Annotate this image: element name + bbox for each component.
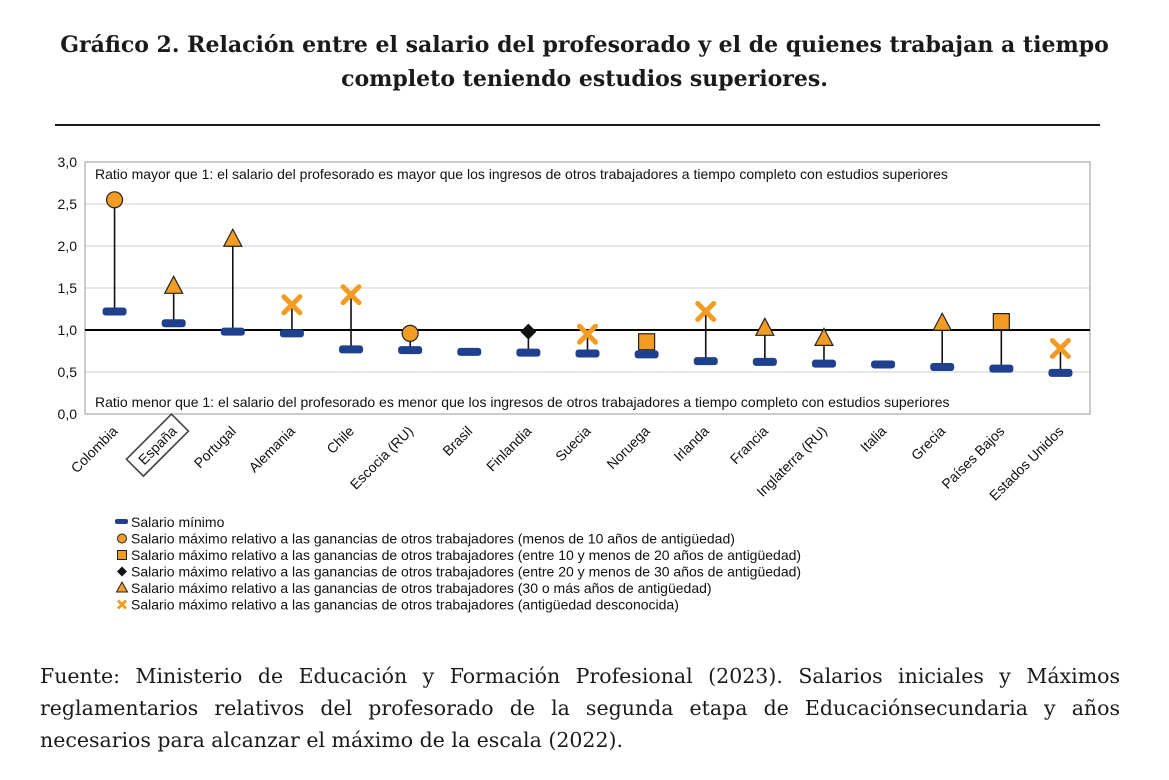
y-tick-label: 0,5 [58, 364, 78, 380]
cross-stroke [281, 294, 303, 316]
min-salary-marker [516, 348, 541, 357]
min-salary-marker [279, 329, 304, 338]
x-tick-label: Francia [727, 423, 771, 467]
cross-stroke [340, 284, 362, 306]
max-salary-marker [222, 227, 243, 247]
legend-marker [115, 519, 128, 524]
min-salary-marker [161, 319, 186, 328]
x-tick-label: Italia [857, 423, 889, 455]
y-tick-label: 0,0 [58, 406, 78, 422]
legend-label: Salario máximo relativo a las ganancias … [131, 564, 801, 580]
max-salary-marker [163, 275, 184, 294]
max-salary-marker [638, 333, 656, 351]
annotation-bottom: Ratio menor que 1: el salario del profes… [95, 394, 949, 410]
min-salary-marker [752, 357, 777, 366]
max-salary-marker [340, 284, 362, 306]
cross-stroke [116, 599, 128, 610]
cross-stroke [1049, 337, 1071, 359]
min-salary-marker [102, 307, 127, 316]
min-salary-marker [575, 349, 600, 358]
min-salary-marker [693, 357, 718, 366]
cross-stroke [695, 301, 717, 323]
max-salary-marker [1049, 337, 1071, 359]
legend-label: Salario máximo relativo a las ganancias … [131, 531, 735, 547]
min-salary-marker [220, 327, 245, 336]
min-salary-marker [457, 347, 482, 356]
x-tick-label: Grecia [908, 423, 949, 464]
x-tick-label: Irlanda [670, 423, 712, 465]
y-tick-label: 1,5 [58, 280, 78, 296]
x-tick-label: Brasil [439, 423, 475, 459]
x-tick-label: Alemania [245, 423, 298, 476]
min-salary-marker [634, 350, 659, 359]
max-salary-marker [932, 311, 953, 331]
title-divider [55, 124, 1100, 126]
legend-label: Salario máximo relativo a las ganancias … [131, 597, 679, 613]
min-salary-marker [339, 345, 364, 354]
min-salary-marker [930, 362, 955, 371]
y-tick-label: 3,0 [58, 154, 78, 170]
max-salary-marker [520, 323, 537, 340]
max-salary-marker [401, 324, 419, 342]
x-tick-label: Finlandia [483, 423, 535, 475]
plot-border [84, 161, 1091, 415]
min-salary-marker [871, 360, 896, 369]
min-salary-marker [398, 346, 423, 355]
x-tick-label: Chile [323, 423, 357, 457]
legend-marker [115, 580, 129, 593]
x-tick-label: Noruega [603, 423, 652, 472]
legend-marker [117, 533, 127, 544]
max-salary-marker [105, 191, 124, 209]
legend-label: Salario mínimo [131, 514, 225, 530]
x-tick-label: Suecia [552, 423, 594, 465]
chart-title: Gráfico 2. Relación entre el salario del… [60, 32, 1109, 92]
legend-label: Salario máximo relativo a las ganancias … [131, 580, 712, 596]
x-tick-label: Colombia [68, 423, 121, 476]
annotation-top: Ratio mayor que 1: el salario del profes… [95, 166, 948, 182]
legend-marker [117, 550, 127, 560]
y-tick-label: 2,5 [58, 196, 78, 212]
y-tick-label: 1,0 [58, 322, 78, 338]
min-salary-marker [1048, 368, 1073, 377]
min-salary-marker [989, 364, 1014, 373]
source-note: Fuente: Ministerio de Educación y Formac… [40, 664, 1120, 752]
y-tick-label: 2,0 [58, 238, 78, 254]
x-tick-label: Portugal [191, 423, 239, 471]
legend-label: Salario máximo relativo a las ganancias … [131, 547, 801, 563]
min-salary-marker [811, 359, 836, 368]
max-salary-marker [754, 317, 775, 336]
max-salary-marker [577, 323, 598, 345]
max-salary-marker [992, 313, 1010, 331]
legend-marker [117, 566, 127, 577]
x-tick-label: Escocia (RU) [347, 423, 417, 493]
max-salary-marker [281, 294, 303, 316]
chart: 0,0 0,5 1,0 1,5 2,0 2,5 3,0 Ratio mayor que 1: … [58, 154, 1091, 613]
max-salary-marker [813, 327, 834, 346]
highlight-box [125, 413, 190, 478]
legend-marker [116, 599, 128, 610]
max-salary-marker [695, 301, 717, 323]
cross-stroke [577, 323, 598, 345]
x-tick-label: España [135, 423, 180, 468]
